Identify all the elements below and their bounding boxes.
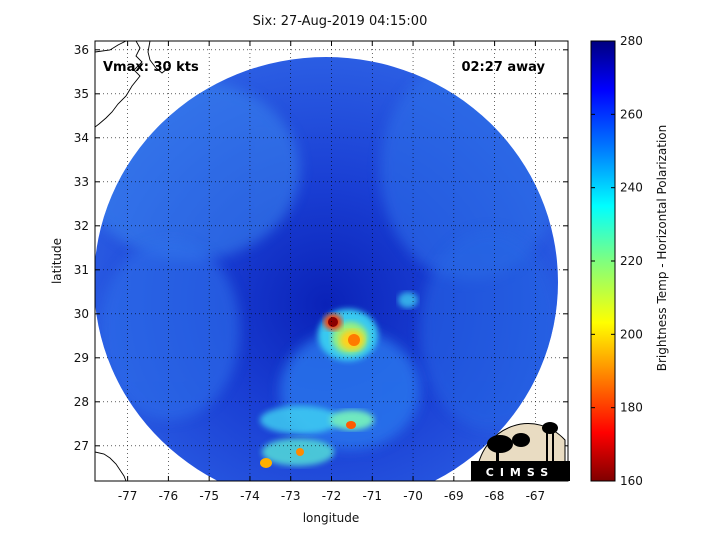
band-cyan-1 xyxy=(260,406,340,434)
y-tick-label: 32 xyxy=(74,219,89,233)
x-tick-label: -70 xyxy=(403,489,423,503)
logo-banner xyxy=(471,461,570,481)
warm-region-w xyxy=(100,240,240,420)
coastline-carolina xyxy=(95,41,143,128)
y-tick-label: 33 xyxy=(74,175,89,189)
colorbar-tick-label: 240 xyxy=(620,181,643,195)
x-tick-label: -68 xyxy=(485,489,505,503)
y-tick-label: 29 xyxy=(74,351,89,365)
time-away-label: 02:27 away xyxy=(461,60,545,75)
logo-mast-icon xyxy=(496,448,499,462)
convection-orange xyxy=(348,334,360,346)
vmax-label: Vmax: 30 kts xyxy=(103,60,199,75)
band-orange-1 xyxy=(296,448,304,456)
coastline-sound xyxy=(147,41,169,74)
x-tick-label: -73 xyxy=(281,489,301,503)
colorbar-ticks: 160 180 200 220 240 260 280 xyxy=(591,34,643,488)
y-tick-label: 34 xyxy=(74,131,89,145)
y-axis-label: latitude xyxy=(50,238,64,284)
colorbar-tick-label: 160 xyxy=(620,474,643,488)
colorbar-tick-label: 260 xyxy=(620,107,643,121)
y-tick-label: 27 xyxy=(74,439,89,453)
logo-dish-small-icon xyxy=(512,433,530,447)
band-red-1 xyxy=(346,421,356,429)
y-tick-label: 36 xyxy=(74,43,89,57)
grid xyxy=(95,41,568,481)
logo-tower-leg-left xyxy=(546,432,548,462)
warm-region-e xyxy=(420,230,558,430)
y-tick-label: 35 xyxy=(74,87,89,101)
plot-title: Six: 27-Aug-2019 04:15:00 xyxy=(252,14,428,29)
y-tick-label: 31 xyxy=(74,263,89,277)
x-axis-label: longitude xyxy=(303,511,360,525)
coastline-north xyxy=(95,41,127,53)
y-tick-label: 30 xyxy=(74,307,89,321)
x-tick-label: -69 xyxy=(444,489,464,503)
colorbar-label: Brightness Temp - Horizontal Polarizatio… xyxy=(655,125,669,372)
band-green-1 xyxy=(330,410,374,430)
colorbar-tick-label: 180 xyxy=(620,401,643,415)
x-tick-label: -67 xyxy=(526,489,546,503)
feature-east xyxy=(398,292,418,308)
coastline-florida xyxy=(95,451,127,481)
x-tick-label: -74 xyxy=(240,489,260,503)
logo-dish-icon xyxy=(487,435,513,453)
colorbar-tick-label: 280 xyxy=(620,34,643,48)
y-axis: 27 28 29 30 31 32 33 34 35 36 xyxy=(74,43,568,453)
band-yellow-1 xyxy=(260,458,272,468)
colorbar-tick-label: 200 xyxy=(620,327,643,341)
swath-layer xyxy=(95,57,558,481)
coastlines xyxy=(95,41,169,481)
y-tick-label: 28 xyxy=(74,395,89,409)
x-tick-label: -72 xyxy=(322,489,342,503)
logo-text: CIMSS xyxy=(486,466,554,479)
colorbar-tick-label: 220 xyxy=(620,254,643,268)
logo-tower-leg-right xyxy=(552,432,554,462)
x-tick-label: -71 xyxy=(362,489,382,503)
x-tick-label: -76 xyxy=(159,489,179,503)
x-tick-label: -77 xyxy=(118,489,138,503)
logo-water-tower-icon xyxy=(542,422,558,434)
cold-core xyxy=(328,317,338,327)
cimss-logo: CIMSS xyxy=(471,422,570,481)
x-tick-label: -75 xyxy=(199,489,219,503)
x-axis: -77 -76 -75 -74 -73 -72 -71 -70 -69 -68 -67 xyxy=(118,41,545,503)
